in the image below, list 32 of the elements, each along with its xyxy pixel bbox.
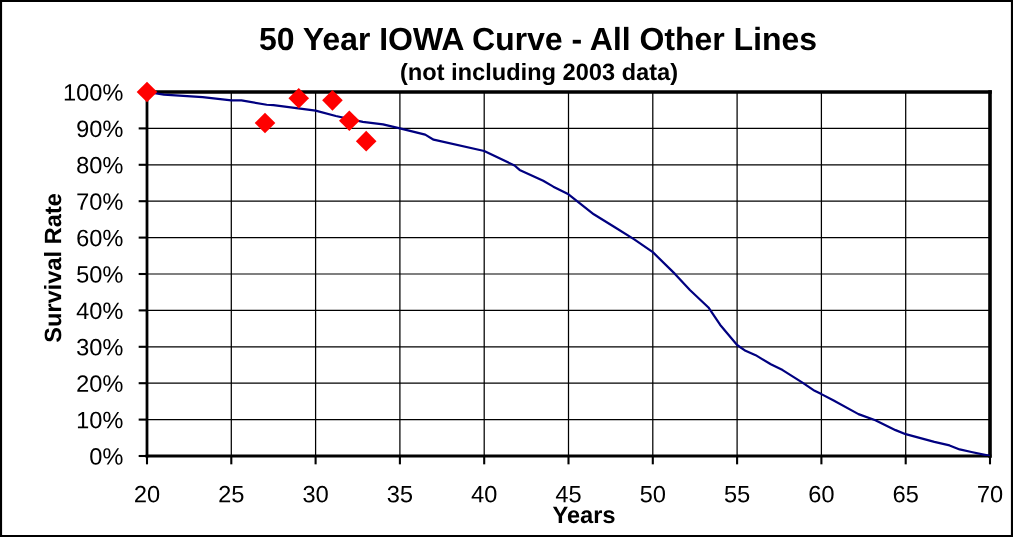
x-tick-label: 55 bbox=[724, 486, 750, 503]
x-tick-label: 70 bbox=[978, 485, 1003, 503]
y-axis-title: Survival Rate bbox=[44, 194, 62, 343]
chart-title: 50 Year IOWA Curve - All Other Lines bbox=[259, 26, 816, 51]
y-tick-label: 70% bbox=[77, 193, 123, 210]
x-tick-label: 20 bbox=[135, 485, 160, 503]
x-tick-label: 40 bbox=[471, 485, 497, 503]
x-tick-label: 25 bbox=[219, 485, 244, 503]
y-tick-label: 10% bbox=[77, 411, 123, 429]
y-tick-label: 40% bbox=[76, 302, 123, 320]
x-tick-label: 45 bbox=[555, 486, 581, 503]
x-tick-label: 30 bbox=[303, 485, 328, 503]
x-tick-label: 65 bbox=[893, 485, 918, 503]
y-tick-label: 20% bbox=[77, 375, 123, 392]
y-tick-label: 80% bbox=[77, 156, 123, 174]
y-tick-label: 50% bbox=[77, 266, 123, 283]
y-tick-label: 0% bbox=[90, 448, 123, 465]
x-axis-title: Years bbox=[552, 506, 615, 524]
point bbox=[355, 130, 377, 152]
y-tick-label: 90% bbox=[77, 120, 123, 138]
x-tick-label: 50 bbox=[640, 485, 666, 503]
y-tick-label: 30% bbox=[77, 338, 123, 356]
y-tick-label: 60% bbox=[77, 229, 123, 247]
point bbox=[254, 112, 276, 134]
point bbox=[322, 90, 343, 111]
x-tick-label: 35 bbox=[387, 485, 413, 503]
point bbox=[339, 110, 360, 132]
point bbox=[288, 87, 310, 109]
y-tick-label: 100% bbox=[64, 84, 123, 101]
chart-subtitle: (not including 2003 data) bbox=[401, 62, 677, 85]
x-tick-label: 60 bbox=[809, 485, 834, 503]
point bbox=[136, 81, 158, 103]
